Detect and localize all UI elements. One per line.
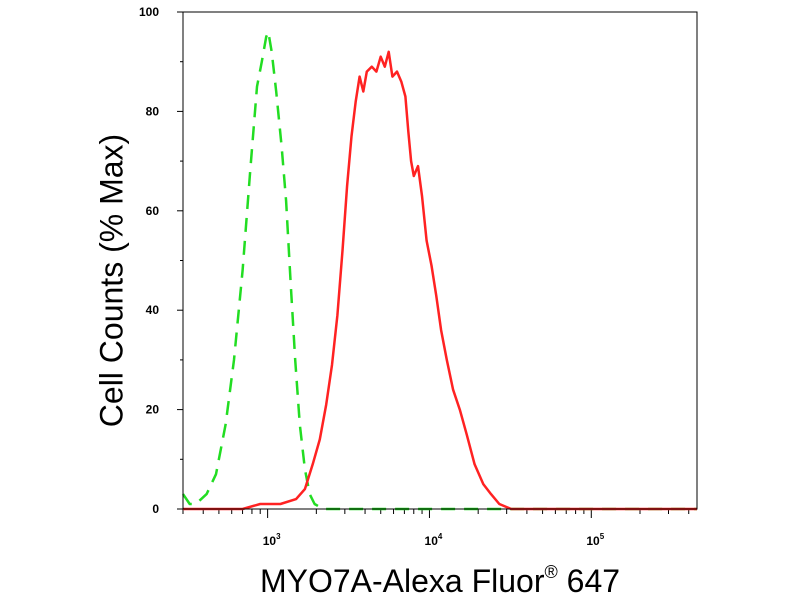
axis-ticks: 0 20 40 60 80 100 103 104 105 [139, 5, 690, 548]
x-axis-label: MYO7A-Alexa Fluor® 647 [180, 562, 700, 600]
series-line-dashed [181, 30, 697, 511]
y-tick-label: 80 [146, 104, 160, 118]
series-curves [181, 30, 697, 511]
y-tick-label: 40 [146, 303, 160, 317]
y-tick-label: 0 [152, 502, 159, 516]
x-tick-label: 103 [263, 532, 281, 548]
series-line-solid [183, 50, 697, 511]
x-tick-label: 105 [586, 532, 604, 548]
y-tick-label: 60 [146, 204, 160, 218]
x-axis-label-main: MYO7A-Alexa Fluor [259, 563, 545, 599]
x-axis-label-superscript: ® [544, 562, 558, 582]
y-tick-label: 20 [146, 403, 160, 417]
y-tick-label: 100 [139, 5, 159, 19]
plot-frame [182, 11, 698, 510]
x-tick-label: 104 [425, 532, 443, 548]
y-axis-label: Cell Counts (% Max) [93, 133, 130, 428]
x-axis-label-tail: 647 [557, 563, 621, 599]
